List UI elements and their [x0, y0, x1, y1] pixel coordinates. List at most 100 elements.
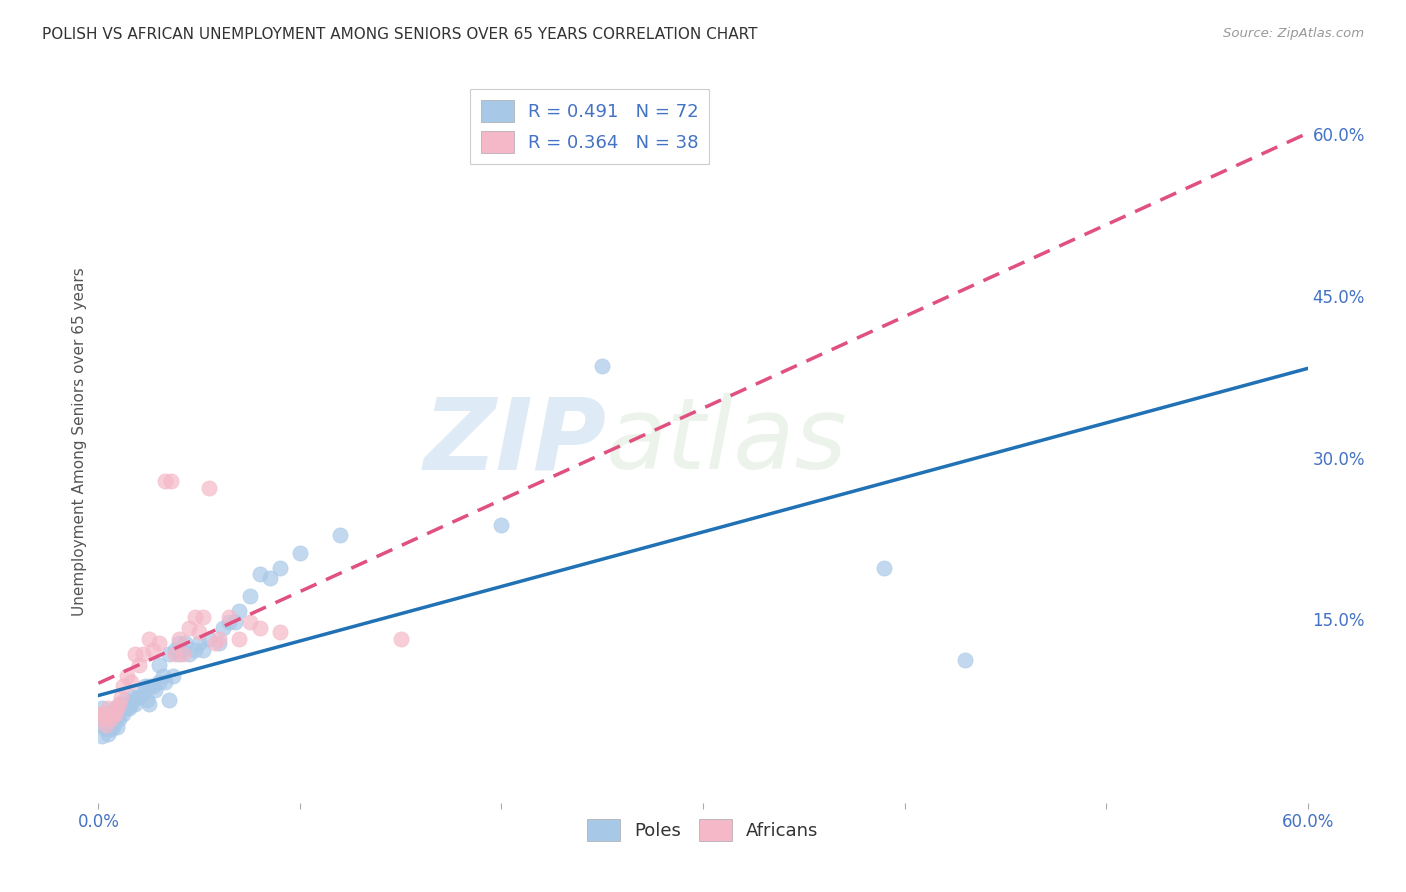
Point	[107, 697, 129, 711]
Point	[105, 720, 128, 734]
Point	[115, 668, 138, 682]
Point	[329, 528, 352, 542]
Point	[148, 657, 170, 672]
Point	[96, 707, 118, 722]
Point	[198, 632, 221, 646]
Point	[204, 636, 226, 650]
Point	[118, 697, 141, 711]
Point	[160, 475, 183, 489]
Point	[157, 693, 180, 707]
Point	[132, 686, 155, 700]
Point	[873, 560, 896, 574]
Point	[115, 701, 138, 715]
Point	[153, 675, 176, 690]
Point	[97, 709, 120, 723]
Point	[124, 647, 146, 661]
Point	[93, 720, 115, 734]
Point	[184, 610, 207, 624]
Point	[174, 636, 197, 650]
Legend: Poles, Africans: Poles, Africans	[581, 812, 825, 848]
Point	[103, 701, 125, 715]
Point	[132, 647, 155, 661]
Point	[111, 679, 134, 693]
Point	[101, 709, 124, 723]
Point	[239, 589, 262, 603]
Point	[269, 625, 291, 640]
Point	[224, 615, 246, 629]
Point	[135, 693, 157, 707]
Point	[249, 567, 271, 582]
Point	[208, 636, 231, 650]
Point	[259, 572, 281, 586]
Point	[89, 712, 111, 726]
Point	[153, 475, 176, 489]
Point	[101, 720, 124, 734]
Point	[128, 690, 150, 705]
Point	[93, 712, 115, 726]
Point	[103, 707, 125, 722]
Point	[89, 707, 111, 722]
Point	[93, 707, 115, 722]
Point	[97, 701, 120, 715]
Point	[591, 359, 613, 373]
Point	[138, 632, 160, 646]
Point	[212, 621, 235, 635]
Point	[193, 610, 215, 624]
Point	[138, 697, 160, 711]
Point	[152, 668, 174, 682]
Point	[138, 679, 160, 693]
Point	[111, 701, 134, 715]
Point	[143, 682, 166, 697]
Point	[193, 642, 215, 657]
Point	[114, 693, 136, 707]
Point	[101, 707, 124, 722]
Point	[218, 610, 240, 624]
Point	[179, 647, 201, 661]
Point	[105, 701, 128, 715]
Point	[142, 679, 165, 693]
Point	[105, 709, 128, 723]
Point	[389, 632, 412, 646]
Point	[148, 675, 170, 690]
Point	[91, 701, 114, 715]
Point	[91, 712, 114, 726]
Point	[218, 615, 240, 629]
Point	[163, 647, 186, 661]
Text: Source: ZipAtlas.com: Source: ZipAtlas.com	[1223, 27, 1364, 40]
Point	[157, 647, 180, 661]
Point	[188, 625, 211, 640]
Point	[100, 712, 122, 726]
Point	[162, 668, 184, 682]
Point	[142, 642, 165, 657]
Point	[107, 712, 129, 726]
Point	[96, 723, 118, 737]
Point	[167, 632, 190, 646]
Point	[148, 636, 170, 650]
Point	[103, 707, 125, 722]
Point	[170, 642, 193, 657]
Point	[100, 707, 122, 722]
Point	[163, 642, 186, 657]
Point	[953, 653, 976, 667]
Point	[111, 707, 134, 722]
Y-axis label: Unemployment Among Seniors over 65 years: Unemployment Among Seniors over 65 years	[72, 268, 87, 615]
Point	[184, 642, 207, 657]
Point	[100, 723, 122, 737]
Point	[120, 697, 142, 711]
Point	[100, 714, 122, 729]
Point	[167, 636, 190, 650]
Point	[118, 701, 141, 715]
Point	[288, 546, 311, 560]
Point	[91, 729, 114, 743]
Text: atlas: atlas	[606, 393, 848, 490]
Point	[228, 604, 250, 618]
Point	[110, 690, 132, 705]
Point	[228, 632, 250, 646]
Text: ZIP: ZIP	[423, 393, 606, 490]
Point	[208, 632, 231, 646]
Point	[107, 701, 129, 715]
Point	[179, 621, 201, 635]
Point	[97, 727, 120, 741]
Point	[188, 636, 211, 650]
Point	[198, 481, 221, 495]
